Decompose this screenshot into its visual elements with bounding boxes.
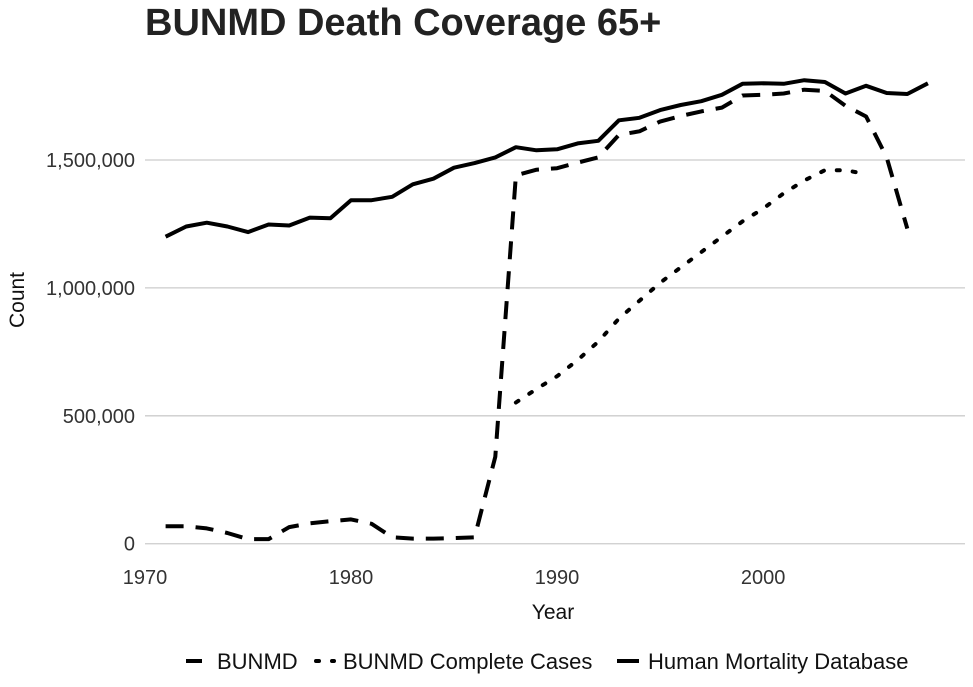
series-line-human-mortality-database	[164, 78, 929, 239]
x-tick-label: 1980	[329, 567, 374, 589]
y-axis-label: Count	[6, 272, 29, 328]
x-tick-label: 1990	[535, 567, 580, 589]
gridlines	[145, 159, 965, 545]
legend: BUNMD BUNMD Complete Cases Human Mortality…	[186, 649, 908, 674]
x-axis-ticks: 1970 1980 1990 2000	[123, 567, 786, 589]
y-tick-label: 500,000	[63, 406, 135, 428]
series-line-bunmd	[165, 87, 910, 542]
chart-title: BUNMD Death Coverage 65+	[145, 2, 661, 44]
x-tick-label: 2000	[741, 567, 786, 589]
series-line-bunmd-complete-cases	[513, 168, 869, 405]
y-axis-ticks: 0 500,000 1,000,000 1,500,000	[46, 150, 135, 556]
plot-area	[164, 78, 929, 542]
x-axis-label: Year	[532, 601, 574, 624]
legend-label: BUNMD	[217, 649, 298, 674]
y-tick-label: 1,000,000	[46, 278, 135, 300]
y-tick-label: 0	[124, 534, 135, 556]
legend-label: Human Mortality Database	[648, 649, 908, 674]
legend-label: BUNMD Complete Cases	[343, 649, 592, 674]
y-tick-label: 1,500,000	[46, 150, 135, 172]
x-tick-label: 1970	[123, 567, 168, 589]
